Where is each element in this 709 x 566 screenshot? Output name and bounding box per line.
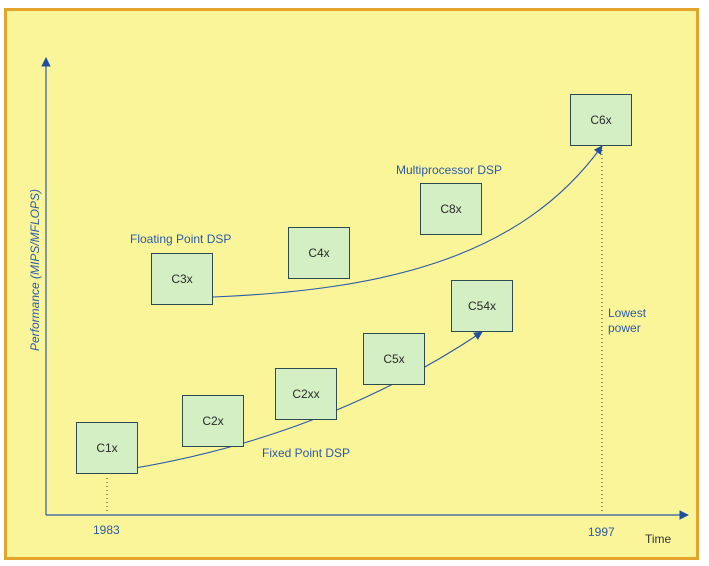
multiprocessor-label: Multiprocessor DSP	[396, 163, 503, 177]
chip-c5x: C5x	[363, 333, 425, 385]
year-1983-label: 1983	[93, 523, 120, 537]
chip-c2xx-label: C2xx	[292, 387, 320, 401]
chip-c2x-label: C2x	[202, 414, 224, 428]
lowest-power-label: Lowest power	[608, 306, 647, 335]
chip-c3x-label: C3x	[171, 272, 193, 286]
x-axis-label: Time	[645, 532, 672, 546]
chip-c6x-label: C6x	[590, 113, 612, 127]
floating-point-label: Floating Point DSP	[130, 232, 232, 246]
chip-c5x-label: C5x	[383, 352, 405, 366]
chip-c8x: C8x	[420, 183, 482, 235]
chip-c6x: C6x	[570, 94, 632, 146]
chip-c4x: C4x	[288, 227, 350, 279]
y-axis-label: Performance (MIPS/MFLOPS)	[28, 188, 42, 352]
chip-c54x-label: C54x	[467, 299, 496, 313]
fixed-point-label: Fixed Point DSP	[262, 446, 351, 460]
floating-point-curve	[212, 145, 603, 298]
chip-c8x-label: C8x	[440, 202, 462, 216]
chip-c54x: C54x	[451, 280, 513, 332]
chip-c4x-label: C4x	[308, 246, 330, 260]
chip-c2x: C2x	[182, 395, 244, 447]
year-1997-label: 1997	[588, 525, 615, 539]
chip-c2xx: C2xx	[275, 368, 337, 420]
chip-c1x: C1x	[76, 422, 138, 474]
chip-c3x: C3x	[151, 253, 213, 305]
chip-c1x-label: C1x	[96, 441, 118, 455]
